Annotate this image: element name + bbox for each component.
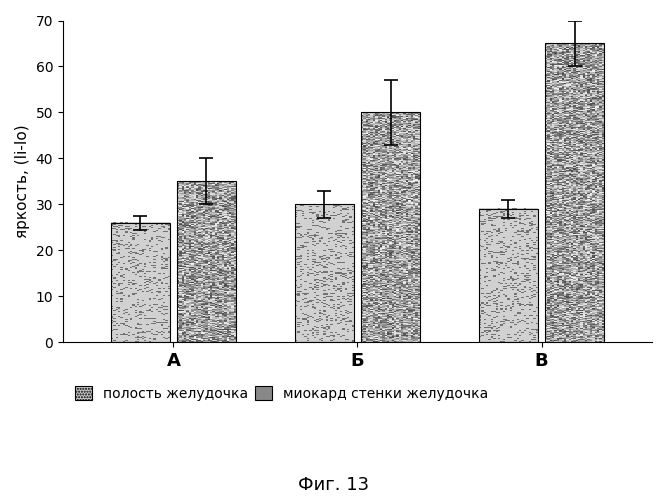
Bar — [361, 112, 420, 342]
Bar — [479, 209, 538, 342]
Bar — [177, 182, 236, 342]
Bar — [111, 222, 169, 342]
Bar — [295, 204, 354, 342]
Bar — [545, 44, 604, 342]
Text: Фиг. 13: Фиг. 13 — [298, 476, 369, 494]
Y-axis label: яркость, (Ii-Io): яркость, (Ii-Io) — [15, 124, 30, 238]
Legend: полость желудочка, миокард стенки желудочка: полость желудочка, миокард стенки желудо… — [70, 380, 494, 406]
